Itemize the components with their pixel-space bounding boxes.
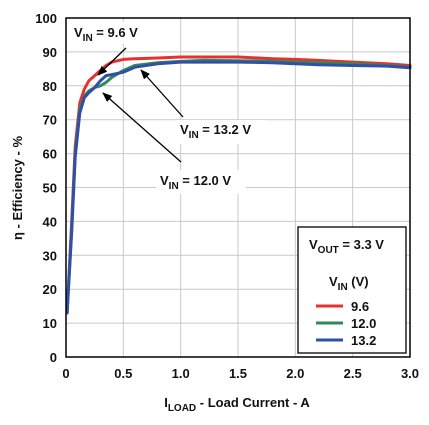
legend-label-12-0: 12.0	[351, 316, 376, 331]
legend-box	[297, 226, 407, 354]
annotation-arrow-9-6	[97, 47, 127, 76]
annotation-arrow-13-2	[140, 69, 184, 118]
legend-subheader: VIN (V)	[329, 274, 369, 293]
y-tick-label: 100	[35, 11, 57, 26]
y-tick-label: 80	[43, 79, 57, 94]
x-tick-label: 1.5	[229, 366, 247, 381]
x-tick-label: 1.0	[172, 366, 190, 381]
annotation-box-12-0	[156, 170, 246, 194]
x-tick-label: 2.0	[286, 366, 304, 381]
series-lines	[65, 55, 412, 315]
plot-frame	[65, 17, 411, 358]
annotation-box-13-2	[176, 120, 266, 144]
grid	[66, 18, 410, 357]
y-tick-label: 10	[43, 316, 57, 331]
x-axis-label-rest: - Load Current - A	[196, 395, 310, 410]
legend-entries: 9.6 12.0 13.2	[316, 299, 376, 348]
series-line-9-6	[65, 55, 412, 315]
y-tick-label: 20	[43, 282, 57, 297]
x-tick-label: 0	[62, 366, 69, 381]
y-tick-label: 50	[43, 181, 57, 196]
x-axis-label-sub: LOAD	[168, 403, 196, 414]
legend-header: VOUT = 3.3 V	[309, 237, 384, 256]
x-axis-label: ILOAD - Load Current - A	[164, 395, 310, 414]
y-tick-label: 40	[43, 214, 57, 229]
annotation-box-9-6	[70, 22, 148, 44]
legend: VOUT = 3.3 V VIN (V) 9.6 12.0 13.2	[297, 226, 407, 354]
legend-label-13-2: 13.2	[351, 333, 376, 348]
annotation-13-2: VIN = 13.2 V	[180, 122, 251, 141]
y-tick-label: 0	[50, 350, 57, 365]
x-tick-label: 2.5	[344, 366, 362, 381]
y-tick-label: 60	[43, 147, 57, 162]
y-tick-label: 30	[43, 248, 57, 263]
x-tick-label: 3.0	[401, 366, 419, 381]
x-tick-label: 0.5	[114, 366, 132, 381]
legend-label-9-6: 9.6	[351, 299, 369, 314]
series-line-13-2	[65, 60, 412, 315]
y-tick-labels: 0 10 20 30 40 50 60 70 80 90 100	[35, 11, 57, 365]
annotation-12-0: VIN = 12.0 V	[160, 173, 231, 192]
y-tick-label: 70	[43, 113, 57, 128]
x-axis-label-main: I	[164, 395, 168, 410]
annotation-9-6: VIN = 9.6 V	[74, 25, 138, 44]
y-axis-label: η - Efficiency - %	[10, 136, 25, 240]
y-tick-label: 90	[43, 45, 57, 60]
x-tick-labels: 0 0.5 1.0 1.5 2.0 2.5 3.0	[62, 366, 419, 381]
annotation-arrow-12-0	[102, 92, 182, 163]
annotations: VIN = 9.6 V VIN = 13.2 V VIN = 12.0 V	[70, 22, 266, 194]
